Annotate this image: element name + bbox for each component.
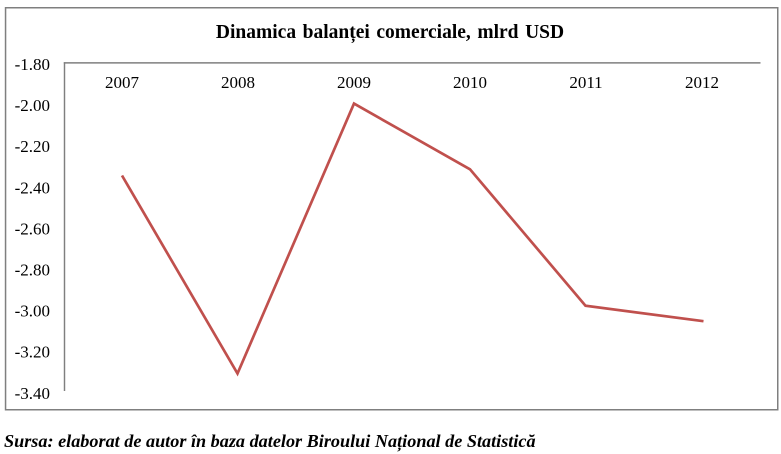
svg-text:Dinamica balanței comerciale,: Dinamica balanței comerciale, mlrd USD xyxy=(216,22,564,43)
svg-text:-1.80: -1.80 xyxy=(15,55,50,74)
svg-text:2012: 2012 xyxy=(685,73,719,92)
svg-text:-3.20: -3.20 xyxy=(15,343,50,362)
svg-text:-3.00: -3.00 xyxy=(15,302,50,321)
svg-text:2011: 2011 xyxy=(569,73,602,92)
svg-text:2008: 2008 xyxy=(221,73,255,92)
svg-text:2009: 2009 xyxy=(337,73,371,92)
svg-text:2007: 2007 xyxy=(105,73,140,92)
svg-text:-2.00: -2.00 xyxy=(15,96,50,115)
svg-text:-2.40: -2.40 xyxy=(15,178,50,197)
svg-text:-3.40: -3.40 xyxy=(15,384,50,403)
svg-text:-2.80: -2.80 xyxy=(15,261,50,280)
svg-text:-2.20: -2.20 xyxy=(15,137,50,156)
svg-text:2010: 2010 xyxy=(453,73,487,92)
svg-text:-2.60: -2.60 xyxy=(15,219,50,238)
svg-text:Sursa: elaborat de autor în ba: Sursa: elaborat de autor în baza datelor… xyxy=(4,431,536,452)
